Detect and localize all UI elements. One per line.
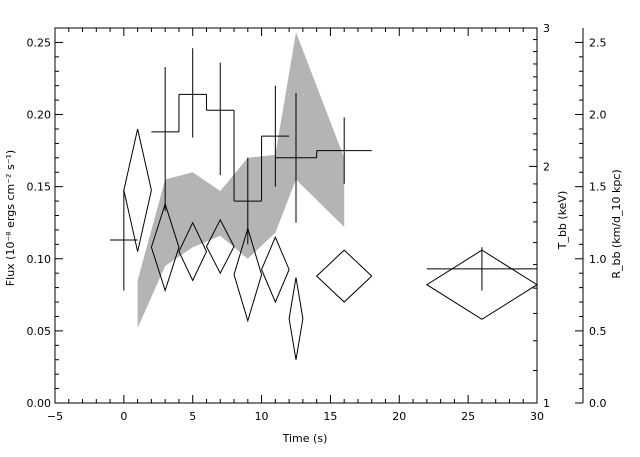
- temperature-diamond: [178, 221, 208, 282]
- x-tick-label: 20: [392, 410, 406, 423]
- radius-tick-label: 2.0: [589, 109, 607, 122]
- right-axis-temperature-title: T_bb (keV): [556, 191, 569, 251]
- x-axis: −5 0 5 10 15 20 25 30: [47, 28, 544, 423]
- y-tick-label: 0.25: [27, 36, 52, 49]
- x-tick-label: 5: [189, 410, 196, 423]
- temp-tick-label: 1: [543, 397, 550, 410]
- temperature-diamonds-layer: [123, 128, 538, 360]
- radius-tick-label: 1.5: [589, 181, 607, 194]
- temperature-diamond: [123, 128, 152, 252]
- x-tick-label: 25: [461, 410, 475, 423]
- x-tick-label: 0: [120, 410, 127, 423]
- temperature-diamond: [205, 218, 235, 275]
- y-tick-label: 0.05: [27, 325, 52, 338]
- radius-tick-label: 0.5: [589, 325, 607, 338]
- x-axis-title: Time (s): [282, 432, 328, 445]
- temp-tick-label: 2: [543, 160, 550, 173]
- y-tick-label: 0.20: [27, 109, 52, 122]
- x-tick-label: 15: [323, 410, 337, 423]
- radius-tick-label: 1.0: [589, 253, 607, 266]
- y-tick-label: 0.15: [27, 181, 52, 194]
- temperature-diamond: [261, 235, 290, 304]
- x-tick-label: 30: [530, 410, 544, 423]
- temp-tick-label: 3: [543, 22, 550, 35]
- y-tick-label: 0.10: [27, 253, 52, 266]
- flux-series-layer: [110, 48, 537, 291]
- temperature-diamond: [150, 202, 180, 293]
- x-tick-label: −5: [47, 410, 63, 423]
- radius-tick-label: 2.5: [589, 36, 607, 49]
- right-axis-temperature: 1 2 3: [529, 22, 550, 410]
- temperature-diamond: [233, 226, 263, 323]
- y-tick-label: 0.00: [27, 397, 52, 410]
- x-tick-label: 10: [255, 410, 269, 423]
- temperature-diamond: [315, 249, 373, 303]
- y-axis-title: Flux (10⁻⁸ ergs cm⁻² s⁻¹): [4, 150, 17, 286]
- temperature-diamond: [288, 277, 304, 360]
- radius-band: [137, 32, 345, 328]
- radius-tick-label: 0.0: [589, 397, 607, 410]
- right-axis-radius-title: R_bb (km/d_10 kpc): [610, 169, 623, 278]
- temperature-diamond: [425, 249, 538, 320]
- radius-band-layer: [137, 32, 345, 328]
- right-axis-radius: 0.0 0.5 1.0 1.5 2.0 2.5: [575, 28, 607, 410]
- y-axis-flux: 0.00 0.05 0.10 0.15 0.20 0.25: [27, 36, 63, 410]
